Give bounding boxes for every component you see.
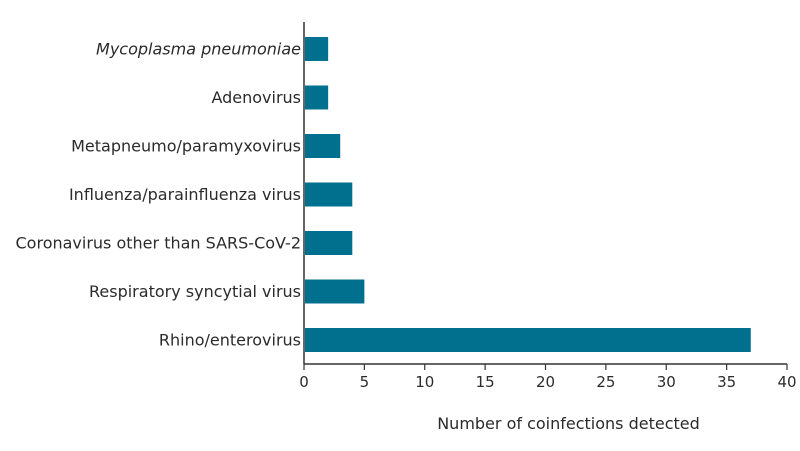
bar-coronavirus-other-than-sars-cov-2	[305, 231, 353, 255]
x-tick-label-35: 35	[717, 373, 736, 391]
x-tick-label-20: 20	[536, 373, 555, 391]
bar-influenza-parainfluenza-virus	[305, 182, 353, 207]
x-tick-label-15: 15	[476, 373, 495, 391]
bar-mycoplasma-pneumoniae	[305, 37, 329, 61]
category-label-mycoplasma-pneumoniae: Mycoplasma pneumoniae	[96, 40, 301, 59]
bar-metapneumo-paramyxovirus	[305, 134, 341, 158]
x-tick-label-10: 10	[415, 373, 434, 391]
category-label-rhino-enterovirus: Rhino/enterovirus	[159, 331, 301, 350]
x-tick-label-5: 5	[360, 373, 370, 391]
x-tick-label-25: 25	[596, 373, 615, 391]
bar-adenovirus	[305, 85, 329, 110]
x-tick-label-30: 30	[657, 373, 676, 391]
category-labels-group: Mycoplasma pneumoniae Adenovirus Metapneum…	[16, 40, 302, 350]
x-axis-title: Number of coinfections detected	[437, 414, 700, 433]
category-label-influenza-parainfluenza-virus: Influenza/parainfluenza virus	[69, 185, 301, 204]
category-label-metapneumo-paramyxovirus: Metapneumo/paramyxovirus	[71, 137, 301, 156]
category-label-adenovirus: Adenovirus	[211, 88, 301, 107]
category-label-coronavirus-other-than-sars-cov-2: Coronavirus other than SARS-CoV-2	[16, 234, 302, 253]
category-label-respiratory-syncytial-virus: Respiratory syncytial virus	[89, 282, 301, 301]
x-ticks-group: 0 5 10 15 20 25 30 35 40	[299, 364, 797, 391]
axes-group	[303, 22, 787, 365]
bar-respiratory-syncytial-virus	[305, 279, 365, 304]
bar-rhino-enterovirus	[305, 328, 751, 352]
x-tick-label-40: 40	[777, 373, 796, 391]
x-tick-label-0: 0	[299, 373, 309, 391]
bars-group	[305, 37, 751, 352]
